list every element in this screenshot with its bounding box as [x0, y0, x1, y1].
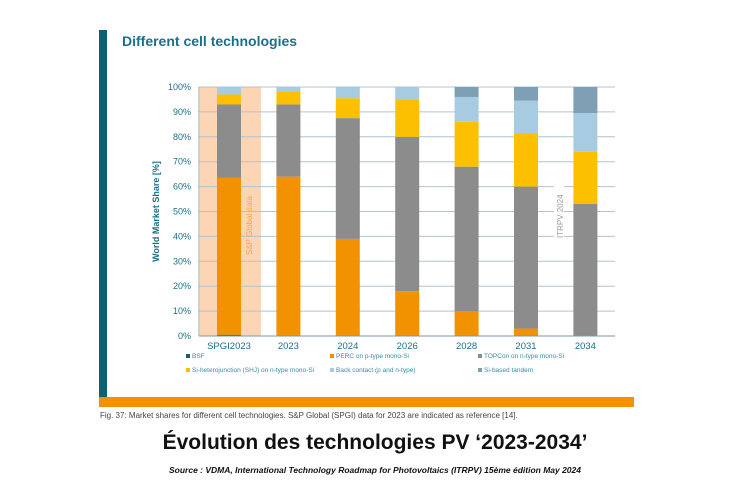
y-tick-label: 70%: [173, 157, 191, 167]
chart-title: Different cell technologies: [122, 33, 298, 49]
bar-segment: [276, 91, 301, 105]
bar-segment: [454, 166, 479, 312]
bar-segment: [573, 87, 598, 114]
legend-swatch: [478, 368, 482, 373]
bar-segment: [217, 334, 241, 336]
figure-caption: Fig. 37: Market shares for different cel…: [100, 411, 518, 420]
bar-segment: [276, 176, 301, 336]
bar-segment: [276, 104, 301, 177]
y-tick-label: 20%: [173, 281, 191, 291]
x-tick-label: 2023: [278, 341, 299, 352]
bar-segment: [573, 113, 598, 152]
bar-segment: [514, 328, 538, 336]
legend-label: Si-based tandem: [484, 367, 534, 374]
bar-segment: [514, 87, 538, 101]
bar-segment: [454, 96, 479, 122]
bar-segment: [514, 186, 538, 329]
x-tick-label: 2028: [456, 341, 477, 352]
bar-segment: [514, 100, 538, 134]
source-line: Source : VDMA, International Technology …: [168, 465, 581, 475]
x-tick-label: 2026: [397, 341, 418, 352]
bar-segment: [395, 136, 420, 292]
y-tick-label: 80%: [173, 132, 191, 142]
bar-segment: [276, 87, 301, 92]
bar-segment: [454, 87, 479, 97]
bar-segment: [335, 118, 360, 239]
y-tick-label: 0%: [178, 331, 191, 341]
bar-segment: [335, 87, 360, 99]
legend-swatch: [478, 354, 482, 359]
bar-segment: [217, 104, 241, 178]
y-tick-label: 90%: [173, 107, 191, 117]
y-tick-label: 50%: [173, 207, 191, 217]
x-tick-label: 2024: [337, 341, 358, 352]
annotation-spgi: S&P Global data: [245, 195, 254, 255]
legend-label: BSF: [192, 353, 205, 360]
legend-item: PERC on p-type mono-Si: [330, 353, 409, 360]
bar-segment: [217, 177, 241, 335]
legend-item: Si-heterojunction (SHJ) on n-type mono-S…: [186, 367, 314, 374]
legend-swatch: [330, 368, 334, 373]
bar-segment: [217, 87, 241, 95]
y-tick-label: 100%: [168, 82, 191, 92]
legend-swatch: [330, 354, 334, 359]
bar-segment: [454, 311, 479, 336]
x-tick-label: SPGI2023: [207, 341, 251, 352]
legend-swatch: [186, 354, 190, 359]
legend-item: Back contact (p and n-type): [330, 367, 416, 374]
legend-label: Si-heterojunction (SHJ) on n-type mono-S…: [192, 367, 315, 374]
annotation-bg: [554, 178, 564, 238]
x-tick-label: 2034: [575, 341, 596, 352]
bar-segment: [395, 99, 420, 137]
y-axis-label: World Market Share [%]: [151, 161, 161, 262]
y-tick-label: 60%: [173, 182, 191, 192]
y-tick-label: 40%: [173, 231, 191, 241]
stacked-bar-chart: 0% 10% 20% 30% 40% 50% 60% 70% 80% 90% 100% World M…: [151, 82, 615, 352]
legend-label: TOPCon on n-type mono-Si: [484, 353, 565, 360]
y-tick-label: 30%: [173, 256, 191, 266]
bar-segment: [217, 94, 241, 105]
legend-swatch: [186, 368, 190, 373]
bar-segment: [514, 133, 538, 187]
bar-segment: [573, 204, 598, 336]
bar-segment: [335, 98, 360, 119]
orange-accent-bar: [99, 397, 634, 407]
legend-item: Si-based tandem: [478, 367, 533, 374]
legend-label: PERC on p-type mono-Si: [336, 353, 409, 360]
bar-segment: [335, 238, 360, 336]
x-tick-label: 2031: [515, 341, 536, 352]
bar-segment: [395, 291, 420, 336]
y-tick-label: 10%: [173, 306, 191, 316]
legend-item: TOPCon on n-type mono-Si: [478, 353, 564, 360]
legend-item: BSF: [186, 353, 205, 360]
annotation-itrpv: ITRPV 2024: [556, 194, 565, 238]
headline: Évolution des technologies PV ‘2023-2034…: [162, 431, 588, 454]
legend-label: Back contact (p and n-type): [336, 367, 416, 374]
bar-segment: [395, 87, 420, 100]
bar-segment: [454, 121, 479, 167]
bar-segment: [573, 151, 598, 205]
teal-accent-bar: [99, 30, 107, 398]
